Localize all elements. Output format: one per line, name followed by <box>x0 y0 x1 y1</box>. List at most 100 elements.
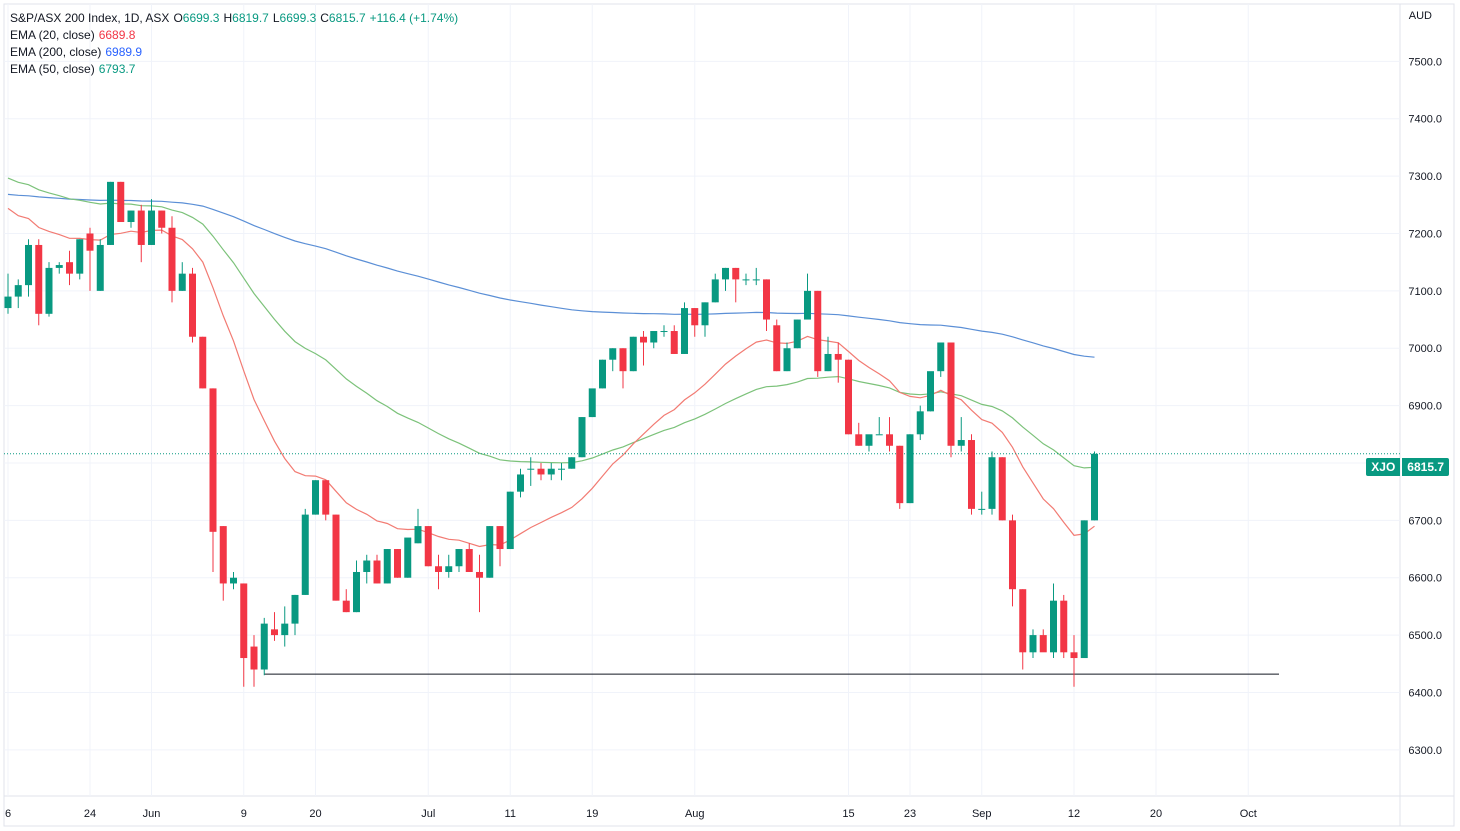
candle-body <box>537 468 545 475</box>
low-label: L <box>272 11 280 25</box>
candle-body <box>937 342 945 372</box>
candle <box>250 635 258 687</box>
candle-body <box>629 336 637 372</box>
candle <box>537 462 545 481</box>
x-axis[interactable]: 6 24 Jun 9 20 Jul 11 19 Aug 15 23 Sep 12 20 Oct <box>5 808 1257 820</box>
currency-label[interactable]: AUD <box>1408 10 1432 22</box>
candle <box>291 594 299 636</box>
y-tick-label: 7100.0 <box>1408 286 1442 298</box>
candle <box>1080 520 1088 659</box>
y-tick-label: 6900.0 <box>1408 401 1442 413</box>
candle <box>86 227 94 291</box>
candle-body <box>640 336 647 343</box>
candle <box>322 480 330 521</box>
candle-body <box>435 566 442 572</box>
candle-body <box>342 600 350 613</box>
candle <box>66 250 73 286</box>
close-label: C <box>320 11 329 25</box>
y-tick-label: 7000.0 <box>1408 343 1442 355</box>
candle-body <box>363 560 371 572</box>
ema20-value: 6689.8 <box>98 28 136 42</box>
candle-body <box>599 359 606 389</box>
candle-body <box>732 267 740 280</box>
candle-body <box>855 434 863 446</box>
chart-legend: S&P/ASX 200 Index, 1D, ASX O6699.3 H6819… <box>10 10 458 78</box>
candle-body <box>168 227 176 291</box>
candle <box>855 422 863 446</box>
candle-body <box>1060 600 1068 653</box>
candle <box>588 388 596 418</box>
y-tick-label: 7300.0 <box>1408 171 1442 183</box>
y-axis[interactable]: 6300.06400.06500.06600.06700.06800.06900… <box>1408 56 1442 756</box>
candle-body <box>86 233 94 251</box>
candle <box>834 342 842 383</box>
y-tick-label: 6300.0 <box>1408 745 1442 757</box>
candle <box>107 181 114 245</box>
candle <box>445 554 453 578</box>
chart-frame <box>3 3 1455 827</box>
candle <box>496 526 504 567</box>
indicator-ema50[interactable]: EMA (50, close) 6793.7 <box>10 61 458 78</box>
candle-body <box>742 279 750 281</box>
x-tick-label: 12 <box>1068 808 1080 820</box>
symbol-title[interactable]: S&P/ASX 200 Index, 1D, ASX <box>10 11 170 25</box>
candle <box>506 491 514 550</box>
candle <box>711 273 719 303</box>
candle <box>804 273 811 320</box>
candle <box>1009 514 1016 607</box>
candle-body <box>1019 589 1027 653</box>
candle <box>599 359 606 389</box>
indicator-ema200[interactable]: EMA (200, close) 6989.9 <box>10 44 458 61</box>
candle <box>148 199 155 245</box>
candle <box>824 336 832 372</box>
candle <box>1070 635 1078 687</box>
candle-body <box>978 508 986 510</box>
x-tick-label: Sep <box>972 808 992 820</box>
price-badge-symbol: XJO <box>1366 458 1401 476</box>
y-tick-label: 6500.0 <box>1408 630 1442 642</box>
candle-body <box>793 319 801 349</box>
candle <box>476 554 483 613</box>
candle-body <box>117 181 125 223</box>
open-value: 6699.3 <box>182 11 220 25</box>
y-tick-label: 7200.0 <box>1408 228 1442 240</box>
candle-body <box>455 549 463 567</box>
candle-body <box>916 411 924 435</box>
indicator-ema20[interactable]: EMA (20, close) 6689.8 <box>10 27 458 44</box>
x-tick-label: 15 <box>842 808 854 820</box>
ema200-line <box>7 193 1095 358</box>
candle-body <box>35 244 43 314</box>
candle <box>55 262 63 274</box>
candle-body <box>496 526 504 550</box>
candle-body <box>701 302 709 326</box>
candle-body <box>14 285 22 297</box>
candle <box>742 273 750 286</box>
candle-body <box>875 434 883 436</box>
candle <box>998 457 1006 521</box>
candle-body <box>947 342 955 446</box>
candle-body <box>558 468 565 470</box>
candle <box>988 451 996 515</box>
x-tick-label: Aug <box>685 808 705 820</box>
candle-body <box>260 623 268 670</box>
candle-body <box>383 549 391 584</box>
candle-body <box>1070 652 1078 659</box>
candle-body <box>547 468 555 475</box>
candle <box>96 239 104 291</box>
candle-body <box>588 388 596 418</box>
candle <box>342 589 350 613</box>
candle-body <box>927 371 934 412</box>
candle <box>373 554 381 584</box>
candle <box>230 571 237 590</box>
candle-body <box>722 267 729 280</box>
candle-body <box>1080 520 1088 659</box>
x-tick-label: 11 <box>505 808 516 820</box>
candle <box>916 405 924 441</box>
candle <box>1050 583 1057 659</box>
candle <box>486 526 494 578</box>
candle-body <box>45 267 53 314</box>
candle-body <box>691 308 699 326</box>
candle <box>619 348 627 389</box>
candle <box>968 434 975 515</box>
